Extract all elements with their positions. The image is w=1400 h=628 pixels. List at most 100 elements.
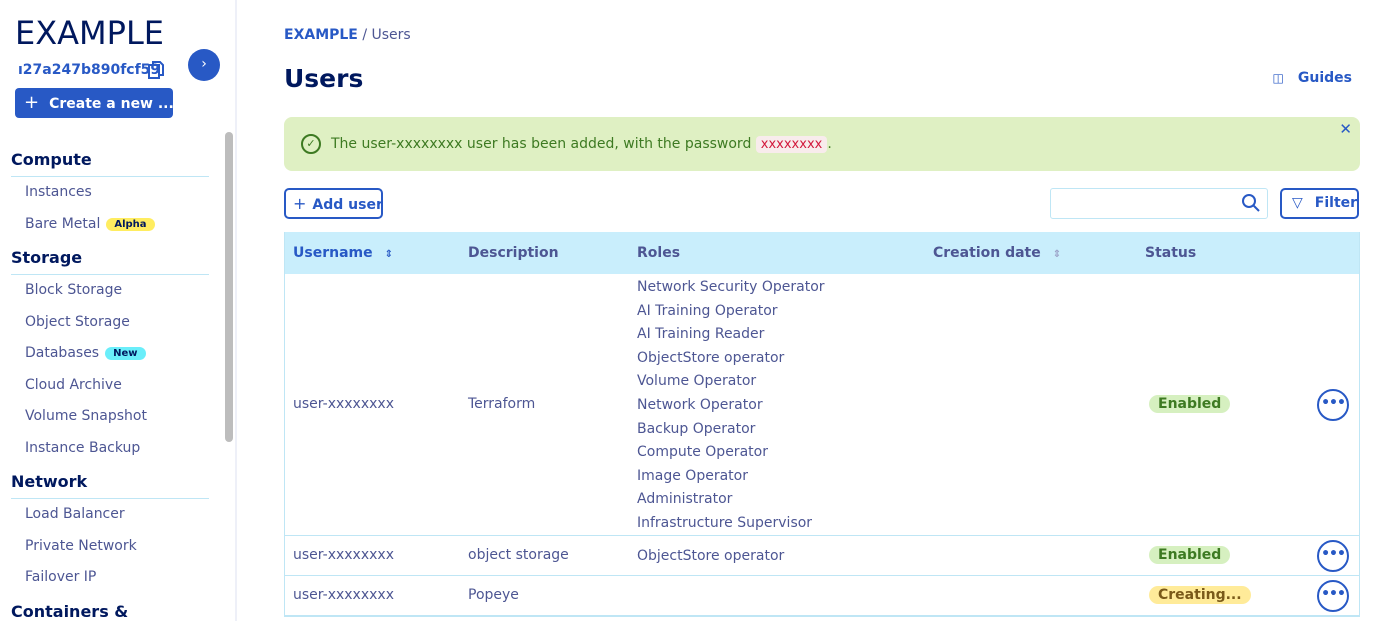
sidebar-item-label: Block Storage (25, 282, 123, 298)
sidebar-item[interactable]: Load Balancer (25, 506, 125, 522)
role-item: Backup Operator (637, 420, 756, 437)
brand-logo: EXAMPLE (15, 14, 164, 52)
sidebar-item[interactable]: Block Storage (25, 282, 122, 298)
roles-cell: ObjectStore operator (637, 545, 784, 569)
sidebar-scrollbar[interactable] (225, 132, 233, 442)
column-roles: Roles (637, 245, 681, 261)
sidebar-item-label: Volume Snapshot (25, 408, 147, 425)
add-user-button[interactable]: + Add user (284, 188, 383, 219)
role-item: Network Security Operator (637, 279, 825, 295)
sidebar-item[interactable]: Object Storage (25, 314, 130, 330)
alert-suffix: . (827, 136, 832, 152)
role-item: Volume Operator (637, 373, 757, 390)
username-cell: user-xxxxxxxx (293, 547, 394, 563)
breadcrumb-separator: / (362, 27, 368, 43)
sidebar-item[interactable]: Private Network (25, 538, 137, 554)
sidebar-item[interactable]: Databases New (25, 345, 146, 361)
check-circle-icon: ✓ (301, 134, 321, 154)
sidebar-item-label: Failover IP (25, 569, 97, 586)
breadcrumb-root-link[interactable]: EXAMPLE (284, 27, 358, 43)
success-alert: ✓ The user-xxxxxxxx user has been added,… (284, 117, 1360, 171)
sidebar-item-label: Bare Metal (25, 215, 101, 232)
table-row: user-xxxxxxxx Terraform Network Security O… (285, 274, 1359, 536)
filter-icon: ▽ (1292, 195, 1303, 211)
alert-password: xxxxxxxx (755, 136, 828, 153)
page-title: Users (284, 64, 364, 93)
filter-label: Filter (1314, 195, 1358, 211)
alert-text: The user-xxxxxxxx user has been added, w… (331, 136, 752, 152)
sidebar-item[interactable]: Failover IP (25, 569, 96, 585)
column-label: Creation date (933, 245, 1041, 261)
sidebar-item[interactable]: Cloud Archive (25, 377, 122, 393)
sidebar-item[interactable]: Bare Metal Alpha (25, 216, 155, 232)
sidebar: EXAMPLE ı27a247b890fcf59 › + Create a new… (0, 0, 237, 621)
role-item: Administrator (637, 491, 733, 508)
chevron-right-icon: › (201, 56, 207, 72)
row-actions-button[interactable]: ••• (1317, 540, 1349, 572)
column-creation-date[interactable]: Creation date ⇕ (933, 245, 1061, 261)
more-icon: ••• (1321, 395, 1346, 411)
sidebar-item-label: Load Balancer (25, 506, 125, 522)
table-row: user-xxxxxxxx Popeye Creating... ••• (285, 576, 1359, 616)
sidebar-item[interactable]: Instance Backup (25, 440, 140, 456)
status-badge: Enabled (1149, 395, 1231, 413)
guides-label: Guides (1297, 70, 1352, 86)
guides-link[interactable]: ◫ Guides (1273, 70, 1352, 86)
row-actions-button[interactable]: ••• (1317, 580, 1349, 612)
role-item: AI Training Reader (637, 326, 765, 343)
breadcrumb-current: Users (371, 27, 411, 43)
column-label: Username (293, 245, 373, 261)
sort-icon[interactable]: ⇕ (384, 249, 393, 260)
plus-icon: + (293, 194, 307, 213)
sidebar-section-title: Storage (11, 248, 209, 275)
create-new-label: Create a new ... (49, 96, 174, 112)
column-username[interactable]: Username ⇕ (293, 245, 393, 261)
role-item: Compute Operator (637, 444, 768, 461)
status-badge: Enabled (1149, 546, 1231, 564)
role-item: Infrastructure Supervisor (637, 514, 813, 531)
description-cell: Terraform (468, 396, 536, 412)
roles-cell: Network Security Operator AI Training Ope… (637, 276, 825, 536)
role-item: AI Training Operator (637, 302, 778, 319)
username-cell: user-xxxxxxxx (293, 587, 394, 603)
role-item: Image Operator (637, 467, 748, 484)
project-id: ı27a247b890fcf59 (18, 62, 161, 78)
search-input[interactable] (1050, 188, 1268, 219)
sidebar-item-label: Cloud Archive (25, 376, 122, 393)
more-icon: ••• (1321, 586, 1346, 602)
username-cell: user-xxxxxxxx (293, 396, 394, 412)
expand-sidebar-button[interactable]: › (188, 49, 220, 81)
column-status: Status (1145, 245, 1197, 261)
row-actions-button[interactable]: ••• (1317, 389, 1349, 421)
users-table: Username ⇕ Description Roles Creation dat… (284, 232, 1360, 617)
sidebar-item-label: Instance Backup (25, 440, 141, 456)
sidebar-item[interactable]: Instances (25, 184, 92, 200)
description-cell: object storage (468, 547, 569, 563)
role-item: Network Operator (637, 396, 763, 413)
copy-icon[interactable] (148, 61, 164, 79)
book-icon: ◫ (1272, 71, 1284, 85)
column-description: Description (468, 245, 559, 261)
filter-button[interactable]: ▽ Filter (1280, 188, 1359, 219)
status-badge: Creating... (1149, 586, 1251, 604)
sidebar-section-title: Compute (11, 150, 209, 177)
sidebar-section-title: Containers & (11, 602, 129, 621)
sidebar-item-label: Instances (25, 184, 92, 200)
table-header: Username ⇕ Description Roles Creation dat… (285, 232, 1359, 274)
create-new-button[interactable]: + Create a new ... (15, 88, 174, 118)
sort-icon[interactable]: ⇕ (1052, 249, 1062, 260)
add-user-label: Add user (312, 197, 383, 213)
alert-message: The user-xxxxxxxx user has been added, w… (331, 136, 832, 153)
table-row: user-xxxxxxxx object storage ObjectStore o… (285, 536, 1359, 576)
search-icon[interactable] (1241, 193, 1261, 213)
description-cell: Popeye (468, 587, 519, 603)
more-icon: ••• (1321, 546, 1346, 562)
close-icon[interactable]: ✕ (1339, 120, 1352, 138)
role-item: ObjectStore operator (637, 548, 785, 564)
plus-icon: + (24, 92, 40, 113)
sidebar-item[interactable]: Volume Snapshot (25, 408, 147, 424)
role-item: ObjectStore operator (637, 349, 785, 366)
sidebar-item-badge: Alpha (106, 217, 155, 231)
sidebar-item-label: Object Storage (25, 313, 130, 330)
sidebar-item-badge: New (105, 347, 146, 361)
